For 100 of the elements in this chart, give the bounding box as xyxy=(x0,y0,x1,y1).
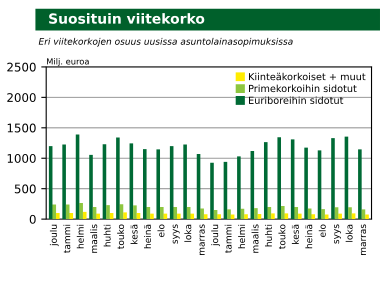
y-axis-title: Milj. euroa xyxy=(47,58,89,66)
bar xyxy=(311,214,316,220)
bar xyxy=(290,139,294,220)
bar xyxy=(281,206,285,220)
x-tick-label: huhti xyxy=(264,224,272,246)
x-tick-label: helmi xyxy=(238,224,246,248)
x-tick-label: touko xyxy=(117,224,124,249)
x-tick-label: syys xyxy=(172,224,180,244)
bar xyxy=(186,206,190,220)
bar xyxy=(110,213,114,220)
legend-label: Euriboreihin sidotut xyxy=(249,96,344,104)
bar xyxy=(334,207,338,220)
y-tick-label: 500 xyxy=(14,184,36,194)
x-tick-label: touko xyxy=(278,224,286,249)
bar xyxy=(254,208,258,220)
bar xyxy=(164,214,168,220)
x-tick-label: kesä xyxy=(130,224,138,244)
x-tick-label: syys xyxy=(334,224,341,244)
x-tick-label: maalis xyxy=(252,224,259,253)
legend-label: Kiinteäkorkoiset + muut xyxy=(249,72,366,80)
bar xyxy=(173,206,178,220)
bar xyxy=(271,213,275,220)
legend-label: Primekorkoihin sidotut xyxy=(249,84,357,92)
bar xyxy=(142,149,147,220)
bar xyxy=(52,204,56,220)
bar xyxy=(258,214,262,220)
y-tick-label: 0 xyxy=(30,214,36,224)
bar xyxy=(324,214,329,220)
bar xyxy=(177,214,181,220)
bar xyxy=(264,142,268,220)
bar xyxy=(133,205,137,220)
bar xyxy=(92,206,96,220)
chart-title: Suosituin viitekorko xyxy=(49,13,204,24)
bar xyxy=(321,209,325,220)
bar xyxy=(196,154,200,220)
y-tick-label: 1000 xyxy=(8,154,36,163)
bar xyxy=(106,205,110,220)
bar xyxy=(358,149,362,220)
bar xyxy=(304,148,308,220)
x-tick-label: kesä xyxy=(292,224,299,244)
bar xyxy=(136,213,140,220)
x-tick-label: tammi xyxy=(224,224,232,253)
bar xyxy=(338,214,342,220)
x-tick-label: maalis xyxy=(90,224,98,253)
bar xyxy=(210,162,214,220)
bar xyxy=(227,209,231,220)
bar xyxy=(96,214,100,220)
x-tick-label: helmi xyxy=(76,224,84,248)
bar xyxy=(66,204,70,220)
y-tick-label: 2500 xyxy=(7,62,36,72)
x-tick-label: marras xyxy=(200,224,205,255)
bar xyxy=(123,212,127,220)
bar xyxy=(160,206,164,220)
bar xyxy=(214,210,218,220)
bar xyxy=(230,214,234,220)
bar xyxy=(200,208,204,220)
x-tick-label: tammi xyxy=(63,224,70,253)
bar xyxy=(120,204,124,220)
bar xyxy=(116,138,120,220)
bar xyxy=(318,150,322,220)
bar xyxy=(204,214,208,220)
bar xyxy=(183,144,187,220)
bar xyxy=(298,214,302,220)
bar xyxy=(308,208,312,220)
bar xyxy=(240,208,244,220)
bar xyxy=(146,206,150,220)
bar xyxy=(76,134,80,220)
bar xyxy=(217,214,221,220)
bar xyxy=(294,206,298,220)
bar xyxy=(79,202,83,220)
bar xyxy=(362,209,366,220)
bar xyxy=(250,150,254,220)
x-tick-label: joulu xyxy=(50,224,59,246)
bar xyxy=(48,146,52,220)
bar xyxy=(89,154,93,220)
x-tick-label: loka xyxy=(184,224,192,242)
bar xyxy=(130,143,134,220)
bar xyxy=(348,207,352,220)
bar xyxy=(365,214,369,220)
bar xyxy=(156,149,160,220)
bar xyxy=(284,213,288,220)
x-tick-label: elo xyxy=(318,224,326,238)
x-tick-label: heinä xyxy=(305,224,312,248)
bar xyxy=(244,214,248,220)
bar xyxy=(150,214,154,220)
bar xyxy=(102,144,106,220)
x-tick-label: marras xyxy=(360,224,366,255)
bar xyxy=(56,213,60,220)
bar xyxy=(344,136,348,220)
x-tick-label: elo xyxy=(157,224,164,238)
bar xyxy=(352,213,356,220)
bar xyxy=(268,206,272,220)
x-tick-label: heinä xyxy=(144,224,151,248)
bar xyxy=(82,212,87,220)
y-tick-label: 1500 xyxy=(8,124,36,132)
x-tick-label: huhti xyxy=(104,224,111,246)
chart-subtitle: Eri viitekorkojen osuus uusissa asuntolainasopimuksissa xyxy=(38,38,293,47)
bar xyxy=(277,137,282,220)
x-tick-label: loka xyxy=(346,224,353,242)
x-tick-label: joulu xyxy=(211,224,220,246)
